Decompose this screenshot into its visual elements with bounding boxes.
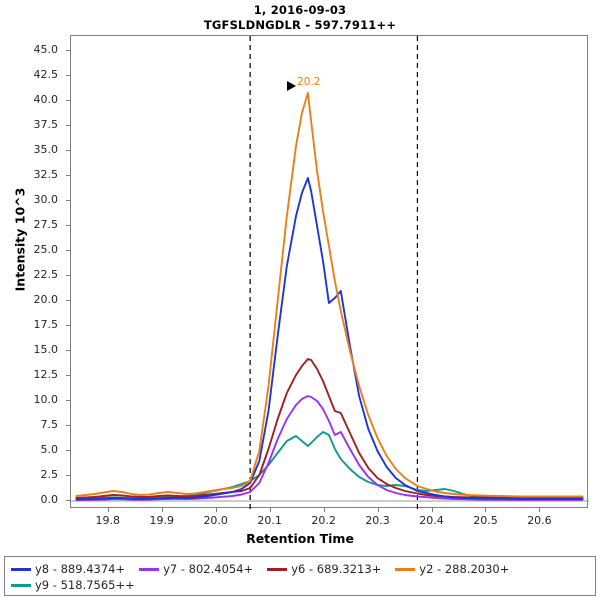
trace-line <box>75 358 584 499</box>
y-tick-mark <box>66 275 70 276</box>
y-tick-label: 0.0 <box>40 493 59 506</box>
chromatogram-traces <box>71 36 589 509</box>
y-tick-label: 17.5 <box>33 318 59 331</box>
x-tick-mark <box>161 508 163 512</box>
legend-color-swatch <box>11 583 31 587</box>
legend-item[interactable]: y2 - 288.2030+ <box>395 562 509 576</box>
y-tick-mark <box>66 150 70 151</box>
x-tick-mark <box>323 508 325 512</box>
legend-color-swatch <box>139 567 160 571</box>
x-tick-label: 19.8 <box>95 514 121 527</box>
legend-color-swatch <box>267 567 288 571</box>
legend-label: y7 - 802.4054+ <box>163 562 254 576</box>
legend-color-swatch <box>395 567 416 571</box>
x-tick-mark <box>431 508 433 512</box>
y-tick-mark <box>66 100 70 101</box>
legend-row: y8 - 889.4374+ y7 - 802.4054+ y6 - 689.321… <box>11 561 589 577</box>
chart-title-line-2: TGFSLDNGDLR - 597.7911++ <box>203 18 397 32</box>
legend-label: y2 - 288.2030+ <box>419 562 510 576</box>
y-tick-label: 42.5 <box>33 68 59 81</box>
x-tick-mark <box>377 508 379 512</box>
legend[interactable]: y8 - 889.4374+ y7 - 802.4054+ y6 - 689.321… <box>4 556 596 596</box>
x-tick-mark <box>539 508 541 512</box>
y-tick-label: 2.5 <box>40 468 59 481</box>
y-tick-label: 30.0 <box>33 193 59 206</box>
x-axis-label: Retention Time <box>246 531 354 546</box>
trace-line <box>75 92 584 498</box>
y-tick-mark <box>66 350 70 351</box>
legend-label: y9 - 518.7565++ <box>35 578 135 592</box>
x-tick-mark <box>107 508 109 512</box>
y-tick-mark <box>66 225 70 226</box>
peak-apex-annotation[interactable]: 20.2 <box>287 76 321 91</box>
legend-color-swatch <box>11 567 31 571</box>
x-tick-label: 20.6 <box>527 514 552 527</box>
x-tick-label: 20.2 <box>311 514 336 527</box>
y-tick-label: 10.0 <box>33 393 59 406</box>
y-tick-label: 25.0 <box>33 243 59 256</box>
x-tick-mark <box>485 508 487 512</box>
y-tick-label: 27.5 <box>33 218 59 231</box>
legend-item[interactable]: y6 - 689.3213+ <box>267 562 381 576</box>
x-tick-label: 20.0 <box>203 514 228 527</box>
legend-label: y6 - 689.3213+ <box>291 562 382 576</box>
y-tick-label: 32.5 <box>33 168 59 181</box>
y-tick-mark <box>66 375 70 376</box>
y-tick-label: 40.0 <box>33 93 59 106</box>
y-tick-label: 37.5 <box>33 118 59 131</box>
trace-line <box>75 177 584 501</box>
y-tick-mark <box>66 75 70 76</box>
legend-row: y9 - 518.7565++ <box>11 577 589 593</box>
x-tick-label: 20.4 <box>419 514 444 527</box>
x-tick-mark <box>215 508 217 512</box>
legend-item[interactable]: y8 - 889.4374+ <box>11 562 125 576</box>
y-tick-mark <box>66 125 70 126</box>
trace-line <box>75 431 584 500</box>
y-tick-mark <box>66 325 70 326</box>
y-tick-mark <box>66 300 70 301</box>
x-tick-mark <box>269 508 271 512</box>
y-tick-mark <box>66 200 70 201</box>
x-tick-label: 20.1 <box>257 514 282 527</box>
y-tick-label: 35.0 <box>33 143 59 156</box>
y-tick-label: 15.0 <box>33 343 59 356</box>
legend-item[interactable]: y9 - 518.7565++ <box>11 578 135 592</box>
y-tick-mark <box>66 400 70 401</box>
y-tick-mark <box>66 175 70 176</box>
y-tick-mark <box>66 500 70 501</box>
y-tick-label: 7.5 <box>40 418 59 431</box>
trace-line <box>75 395 584 501</box>
plot-area[interactable] <box>70 35 589 509</box>
chart-title: 1, 2016-09-03 TGFSLDNGDLR - 597.7911++ <box>0 3 600 33</box>
y-tick-mark <box>66 425 70 426</box>
y-tick-label: 45.0 <box>33 43 59 56</box>
legend-label: y8 - 889.4374+ <box>35 562 126 576</box>
x-tick-label: 19.9 <box>149 514 174 527</box>
x-tick-label: 20.5 <box>473 514 498 527</box>
chart-title-line-1: 1, 2016-09-03 <box>253 3 347 17</box>
y-axis-label: Intensity 10^3 <box>12 187 28 292</box>
x-tick-label: 20.3 <box>365 514 390 527</box>
y-tick-mark <box>66 450 70 451</box>
peak-marker-icon <box>287 81 297 91</box>
peak-apex-label: 20.2 <box>297 76 321 88</box>
y-tick-label: 12.5 <box>33 368 59 381</box>
y-tick-mark <box>66 475 70 476</box>
legend-item[interactable]: y7 - 802.4054+ <box>139 562 253 576</box>
y-tick-mark <box>66 50 70 51</box>
y-tick-mark <box>66 250 70 251</box>
y-tick-label: 5.0 <box>40 443 59 456</box>
y-tick-label: 20.0 <box>33 293 59 306</box>
y-tick-label: 22.5 <box>33 268 59 281</box>
